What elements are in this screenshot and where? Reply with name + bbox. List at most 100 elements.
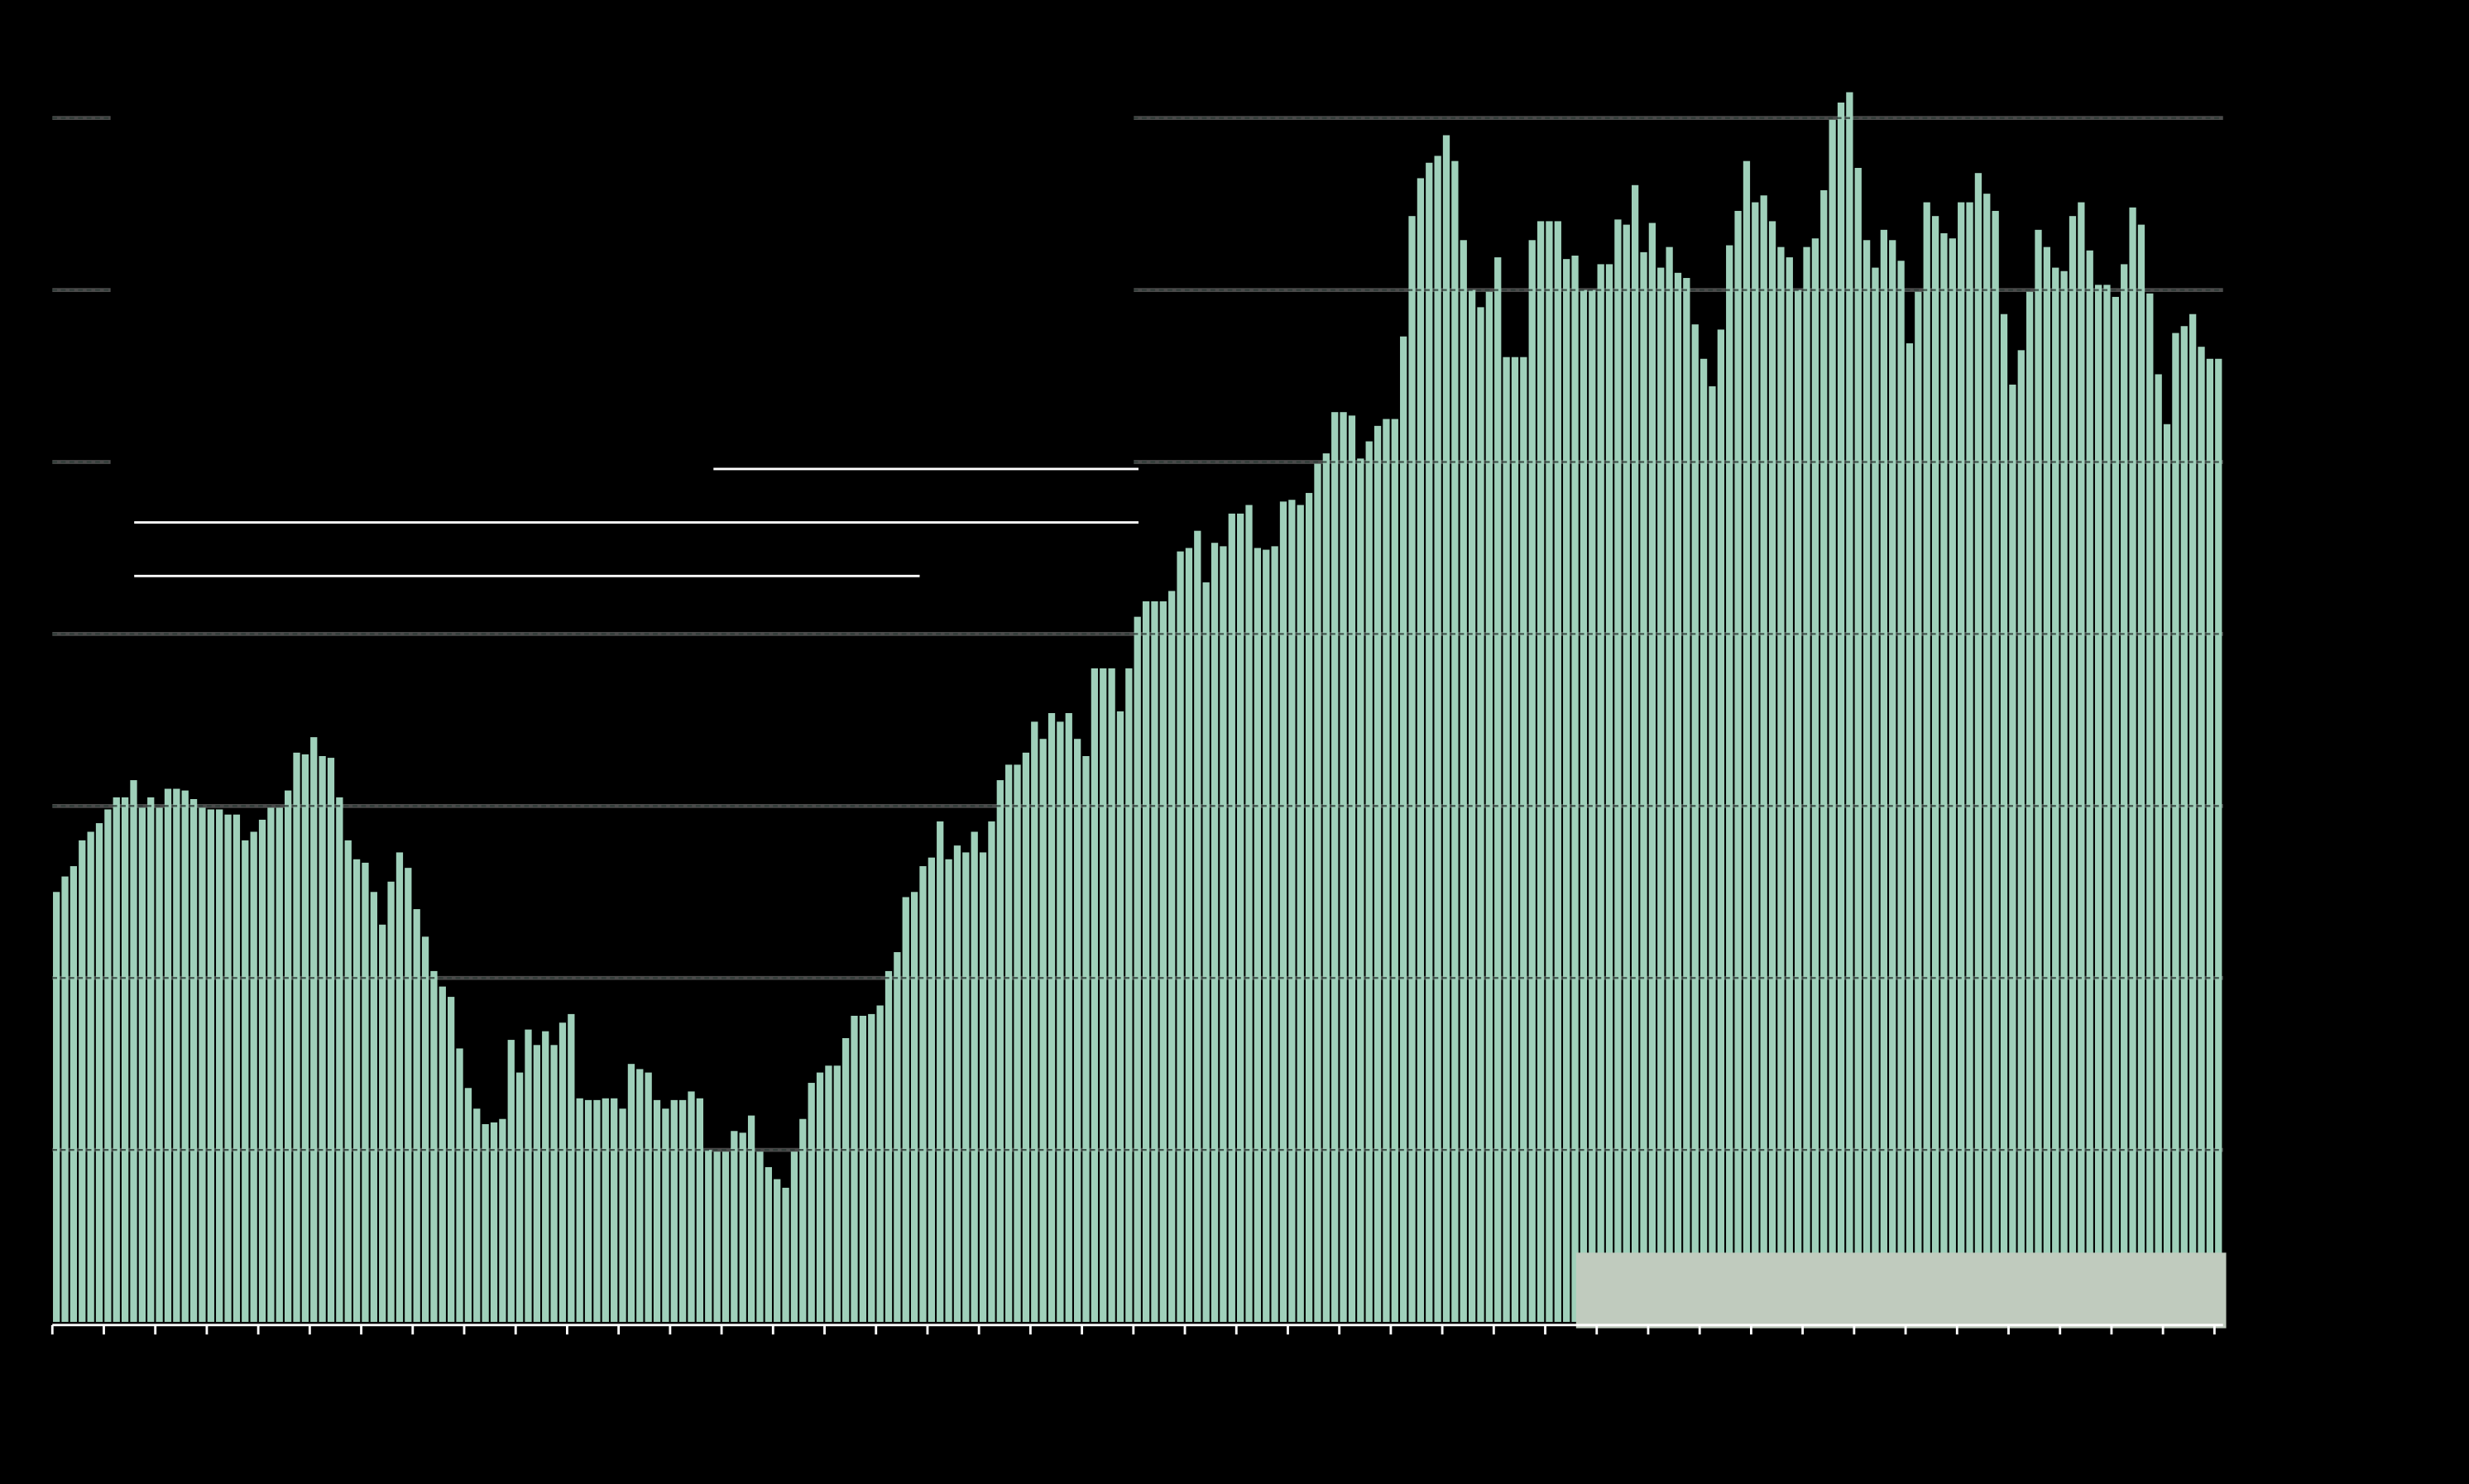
bar [636,1069,644,1323]
bar [1494,257,1502,1323]
bar [765,1166,772,1323]
bar [2137,224,2145,1323]
bar [1057,721,1064,1323]
bar [1159,601,1167,1323]
bar [189,799,198,1323]
bar [1331,412,1339,1323]
bar [1357,458,1364,1323]
bar [894,952,901,1323]
bar [258,819,266,1323]
bar [1974,173,1982,1323]
bar [2086,250,2093,1323]
x-axis [50,1324,2223,1335]
bar [1674,272,1682,1323]
bar [2060,270,2068,1323]
bar [53,892,60,1323]
bar [953,845,961,1323]
bar [499,1118,506,1323]
bar [507,1040,515,1323]
bar [928,857,935,1323]
bar [653,1099,661,1323]
bar [808,1083,815,1323]
bar [910,892,918,1323]
bar [421,936,429,1323]
bar [988,821,995,1323]
bar [130,780,137,1323]
bar [293,752,300,1323]
bar [876,1005,884,1323]
bar [482,1123,489,1323]
bar [1931,216,1939,1323]
bar [1666,247,1673,1323]
bar [1640,251,1647,1323]
bar [568,1013,575,1323]
bar [2052,267,2059,1323]
bar [885,970,893,1323]
bar [207,809,214,1323]
bar [387,881,395,1323]
bar [1417,178,1425,1323]
bar [1151,601,1158,1323]
bar [1623,224,1630,1323]
bar [379,924,386,1323]
annotation-area [110,31,1134,622]
bar [1082,756,1090,1323]
bar [1271,546,1278,1323]
bar [1288,500,1296,1323]
bar [1460,240,1467,1323]
bar [1434,156,1441,1323]
bar [851,1015,858,1323]
bar [859,1015,867,1323]
bar [1134,616,1141,1323]
bar [1872,267,1879,1323]
bar [490,1122,498,1323]
bar [301,754,309,1323]
bar [370,892,377,1323]
bar [1202,582,1210,1323]
bar [611,1098,618,1323]
bar [156,807,163,1323]
bar [2094,285,2102,1323]
bar [1100,668,1107,1323]
bar [739,1132,746,1323]
bar [104,809,112,1323]
bar [833,1065,841,1323]
bar [2206,358,2214,1323]
bar [181,790,189,1323]
bar [1777,247,1785,1323]
bar [1537,221,1545,1323]
bar [1734,210,1742,1323]
bar [1786,257,1793,1323]
bar [1014,764,1021,1323]
bar [121,797,129,1323]
bar [533,1045,540,1323]
bar [515,1072,524,1323]
bar [1648,223,1656,1323]
bar [979,852,987,1323]
bar [2180,326,2188,1323]
bar [439,986,446,1323]
bar [1125,668,1133,1323]
bar [95,823,103,1323]
bar [1614,219,1622,1323]
bar [1992,210,1999,1323]
bar [1958,202,1965,1323]
bar [1700,358,1708,1323]
bar [2146,293,2154,1323]
bar [1065,713,1072,1323]
bar [2172,333,2179,1323]
bar [602,1098,609,1323]
bar [688,1091,695,1323]
bar [1108,668,1115,1323]
bar [559,1022,567,1323]
bar [250,831,257,1323]
bar [1811,238,1819,1323]
bar [1546,221,1553,1323]
bar [705,1150,712,1323]
bar [1768,221,1776,1323]
bar [164,788,172,1323]
bar [430,970,438,1323]
bar [2017,350,2025,1323]
bar [61,876,69,1323]
bar [1305,492,1313,1323]
